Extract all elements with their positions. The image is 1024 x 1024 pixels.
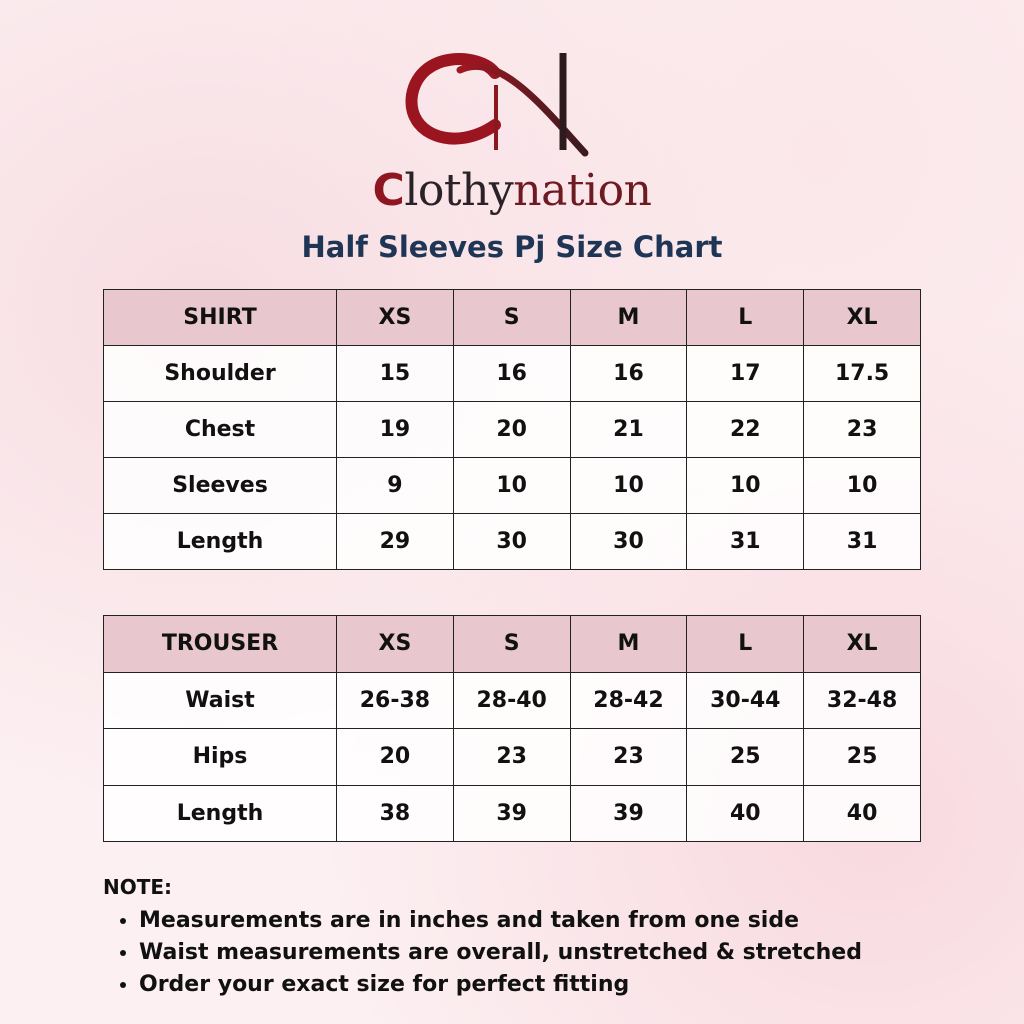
note-list: Measurements are in inches and taken fro… [103, 905, 862, 1001]
cell: 31 [686, 513, 805, 570]
cell: 32-48 [803, 671, 921, 729]
header-row: SHIRT XS S M L XL [103, 289, 921, 346]
cell: 20 [452, 401, 571, 458]
row: Length 38 39 39 40 40 [103, 784, 921, 842]
row-label: Length [103, 513, 337, 570]
header-cell: L [686, 615, 805, 673]
cell: 15 [336, 345, 454, 402]
size-table: TROUSER XS S M L XL Waist 26-38 28-40 28-42 30-44 3… [103, 615, 921, 842]
cell: 40 [686, 784, 805, 842]
cell: 21 [569, 401, 688, 458]
cell: 30 [452, 513, 571, 570]
header-cell: M [569, 615, 688, 673]
cell: 10 [803, 457, 921, 514]
row: Hips 20 23 23 25 25 [103, 728, 921, 786]
header-cell: XL [803, 615, 921, 673]
row-label: Waist [103, 671, 337, 729]
cell: 23 [803, 401, 921, 458]
brand: Clothynation [0, 165, 1024, 216]
row-label: Length [103, 784, 337, 842]
header-cell: M [569, 289, 688, 346]
cell: 39 [452, 784, 571, 842]
row: Waist 26-38 28-40 28-42 30-44 32-48 [103, 671, 921, 729]
header-row: TROUSER XS S M L XL [103, 615, 921, 673]
row: Chest 19 20 21 22 23 [103, 401, 921, 458]
header-cell: S [452, 289, 571, 346]
header-cell: L [686, 289, 805, 346]
cell: 10 [452, 457, 571, 514]
cell: 26-38 [336, 671, 454, 729]
cell: 40 [803, 784, 921, 842]
cell: 16 [569, 345, 688, 402]
row: Sleeves 9 10 10 10 10 [103, 457, 921, 514]
cell: 20 [336, 728, 454, 786]
header-cell: XS [336, 289, 454, 346]
cell: 23 [452, 728, 571, 786]
header-cell: XS [336, 615, 454, 673]
cell: 25 [803, 728, 921, 786]
cell: 39 [569, 784, 688, 842]
header-cell: S [452, 615, 571, 673]
logo [405, 53, 589, 157]
row: Length 29 30 30 31 31 [103, 513, 921, 570]
cell: 31 [803, 513, 921, 570]
row-label: Shoulder [103, 345, 337, 402]
cell: 16 [452, 345, 571, 402]
cell: 17.5 [803, 345, 921, 402]
note-item: Waist measurements are overall, unstretc… [139, 937, 862, 969]
cell: 9 [336, 457, 454, 514]
row-label: Hips [103, 728, 337, 786]
cell: 10 [569, 457, 688, 514]
note-item: Measurements are in inches and taken fro… [139, 905, 862, 937]
brand-part: nation [513, 165, 652, 216]
brand-part: C [372, 165, 405, 216]
header-cell: SHIRT [103, 289, 337, 346]
cell: 29 [336, 513, 454, 570]
header-cell: XL [803, 289, 921, 346]
cell: 17 [686, 345, 805, 402]
cell: 19 [336, 401, 454, 458]
cell: 38 [336, 784, 454, 842]
title: Half Sleeves Pj Size Chart [301, 230, 723, 264]
cell: 23 [569, 728, 688, 786]
cell: 22 [686, 401, 805, 458]
size-table: SHIRT XS S M L XL Shoulder 15 16 16 17 17.5 Chest 19 2… [103, 289, 921, 570]
cell: 30 [569, 513, 688, 570]
header-cell: TROUSER [103, 615, 337, 673]
row-label: Sleeves [103, 457, 337, 514]
cell: 10 [686, 457, 805, 514]
cell: 28-40 [452, 671, 571, 729]
note-title: NOTE: [103, 875, 173, 899]
brand-part: lothy [404, 165, 514, 216]
note: NOTE: Measurements are in inches and tak… [103, 875, 862, 1001]
cell: 30-44 [686, 671, 805, 729]
row-label: Chest [103, 401, 337, 458]
cell: 28-42 [569, 671, 688, 729]
row: Shoulder 15 16 16 17 17.5 [103, 345, 921, 402]
note-item: Order your exact size for perfect fittin… [139, 969, 862, 1001]
cell: 25 [686, 728, 805, 786]
